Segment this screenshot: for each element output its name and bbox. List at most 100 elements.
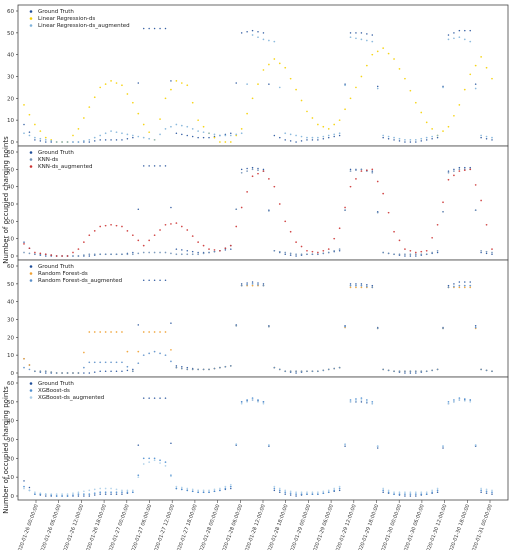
- y-tick-label: 0: [11, 254, 15, 260]
- data-point: [404, 138, 406, 141]
- data-point: [219, 487, 221, 490]
- data-point: [235, 324, 238, 327]
- data-point: [137, 324, 140, 326]
- data-point: [142, 354, 145, 357]
- data-point: [88, 138, 91, 141]
- data-point: [72, 141, 74, 143]
- data-point: [191, 488, 194, 491]
- data-point: [208, 132, 210, 135]
- data-point: [257, 172, 259, 175]
- data-point: [23, 132, 25, 135]
- series-linear-regression-ds-augmented: [23, 34, 493, 143]
- data-point: [463, 398, 466, 400]
- y-tick-label: 10: [7, 353, 14, 359]
- data-point: [278, 62, 281, 65]
- data-point: [371, 284, 374, 287]
- data-point: [213, 136, 216, 139]
- data-point: [61, 255, 63, 257]
- data-point: [262, 32, 265, 34]
- data-point: [480, 487, 482, 490]
- data-point: [349, 400, 352, 403]
- data-point: [398, 68, 401, 70]
- data-point: [387, 52, 390, 55]
- data-point: [175, 365, 178, 367]
- data-point: [376, 211, 379, 214]
- data-point: [447, 125, 450, 128]
- data-point: [327, 368, 330, 371]
- data-point: [469, 29, 471, 32]
- data-point: [229, 244, 232, 247]
- data-point: [436, 223, 439, 226]
- data-point: [142, 27, 145, 30]
- y-tick-label: 40: [7, 185, 14, 191]
- data-point: [464, 29, 466, 32]
- data-point: [137, 362, 140, 365]
- data-point: [344, 206, 346, 209]
- data-point: [447, 286, 450, 289]
- data-point: [246, 167, 248, 170]
- data-point: [442, 210, 444, 213]
- data-point: [148, 279, 150, 282]
- data-point: [491, 248, 493, 250]
- data-point: [45, 255, 47, 257]
- data-point: [170, 125, 172, 128]
- data-point: [251, 166, 254, 169]
- data-point: [251, 397, 254, 399]
- data-point: [453, 174, 455, 177]
- data-point: [295, 241, 297, 243]
- data-point: [99, 253, 102, 256]
- data-point: [393, 58, 395, 60]
- data-point: [409, 491, 412, 494]
- data-point: [376, 327, 379, 330]
- data-point: [99, 139, 101, 141]
- legend-label: KNN-ds: [38, 157, 58, 163]
- x-tick-label: 2020-01-26 18:00:00: [84, 504, 108, 550]
- data-point: [365, 169, 368, 172]
- data-point: [295, 88, 297, 91]
- data-point: [23, 241, 25, 243]
- data-point: [273, 487, 276, 490]
- data-point: [371, 53, 374, 56]
- data-point: [311, 250, 314, 253]
- x-tick-label: 2020-01-26 12:00:00: [61, 504, 85, 550]
- data-point: [458, 104, 461, 106]
- data-point: [99, 86, 102, 89]
- data-point: [170, 442, 172, 445]
- data-point: [306, 139, 308, 141]
- data-point: [175, 222, 178, 224]
- data-point: [50, 254, 53, 256]
- data-point: [333, 249, 336, 252]
- data-point: [300, 493, 303, 495]
- data-point: [159, 279, 161, 282]
- data-point: [240, 284, 243, 287]
- data-point: [284, 139, 286, 141]
- data-point: [34, 139, 36, 141]
- data-point: [202, 252, 205, 255]
- data-point: [415, 141, 417, 143]
- data-point: [480, 56, 482, 58]
- data-point: [110, 80, 112, 82]
- data-point: [224, 141, 227, 143]
- data-point: [240, 171, 243, 174]
- data-point: [306, 491, 308, 494]
- data-point: [491, 139, 493, 141]
- data-point: [376, 445, 379, 447]
- data-point: [251, 97, 254, 100]
- data-point: [224, 247, 227, 250]
- data-point: [137, 112, 140, 115]
- data-point: [93, 96, 96, 99]
- data-point: [121, 84, 123, 87]
- y-tick-label: 0: [11, 494, 15, 500]
- data-point: [295, 134, 297, 137]
- data-point: [262, 69, 265, 71]
- data-point: [164, 27, 167, 30]
- data-point: [142, 397, 145, 399]
- data-point: [115, 131, 118, 134]
- data-point: [246, 282, 248, 284]
- data-point: [213, 250, 216, 253]
- data-point: [23, 243, 25, 245]
- data-point: [142, 123, 145, 126]
- data-point: [126, 93, 129, 95]
- data-point: [458, 166, 461, 169]
- data-point: [180, 367, 183, 370]
